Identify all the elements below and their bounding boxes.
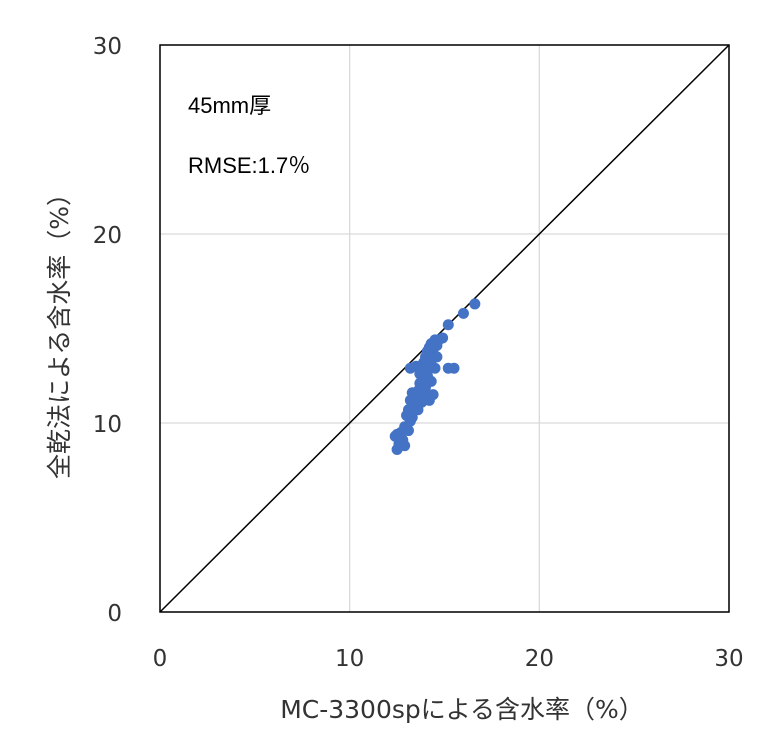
y-tick-label: 0 — [107, 601, 122, 627]
x-axis-label: MC-3300spによる含水率（%） — [280, 695, 644, 724]
data-point — [420, 366, 432, 378]
data-point — [423, 394, 435, 406]
data-point — [448, 362, 460, 374]
plot-border — [159, 44, 730, 613]
data-point — [457, 307, 469, 319]
data-point — [412, 404, 424, 416]
data-point — [391, 443, 403, 455]
y-axis-label: 全乾法による含水率（%） — [45, 181, 74, 479]
x-tick-label: 30 — [714, 646, 743, 672]
y-tick-label: 30 — [93, 34, 122, 60]
data-point — [429, 362, 441, 374]
y-tick-label: 10 — [93, 412, 122, 438]
y-tick-label: 20 — [93, 223, 122, 249]
data-point — [469, 298, 481, 310]
data-point — [442, 319, 454, 331]
annotation-rmse: RMSE:1.7％ — [188, 153, 310, 178]
x-tick-label: 0 — [153, 646, 168, 672]
data-point — [404, 362, 416, 374]
annotation-thickness: 45mm厚 — [188, 93, 271, 118]
x-tick-label: 20 — [525, 646, 554, 672]
x-tick-label: 10 — [335, 646, 364, 672]
data-point — [406, 411, 418, 423]
data-point — [431, 351, 443, 363]
